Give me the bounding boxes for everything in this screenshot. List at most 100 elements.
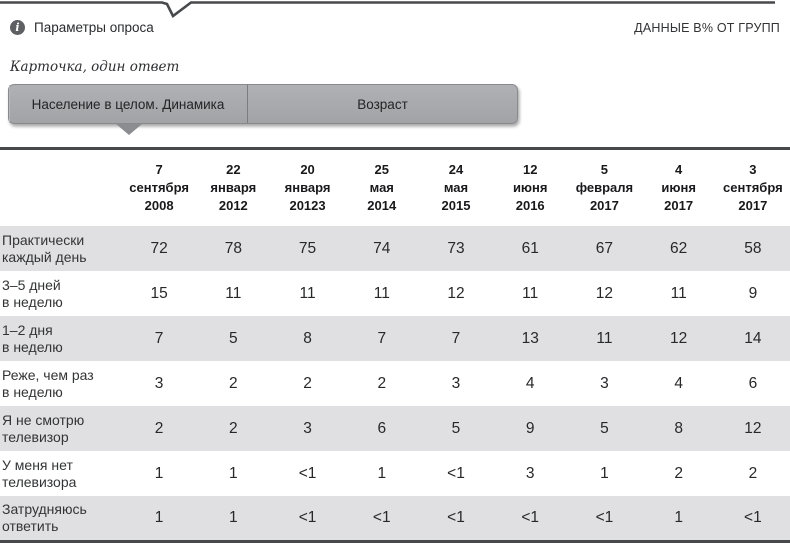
- column-header-date: 25 мая 2014: [344, 148, 419, 226]
- cell-value: 73: [447, 239, 465, 257]
- tab-population-dynamics[interactable]: Население в целом. Динамика: [9, 85, 248, 123]
- cell-value: <1: [447, 508, 465, 526]
- cell-value: <1: [298, 464, 317, 482]
- data-percent-note: ДАННЫЕ В% ОТ ГРУПП: [634, 20, 780, 35]
- cell-value: 4: [674, 374, 683, 392]
- data-table: 7 сентября 2008 22 января 2012 20 января 2…: [0, 147, 790, 543]
- cell-value: 8: [674, 419, 683, 437]
- table-head: 7 сентября 2008 22 января 2012 20 января 2…: [0, 148, 790, 226]
- table-row: У меня нет телевизора 1 1 <1 1 <1 3 1 2 2: [0, 451, 790, 496]
- column-header-date: 7 сентября 2008: [122, 148, 197, 226]
- cell-value: 62: [670, 239, 688, 257]
- callout-tail-line: [0, 1, 775, 18]
- tab-bar: Население в целом. Динамика Возраст: [8, 84, 518, 135]
- cell-value: 3: [600, 374, 609, 392]
- cell-value: 74: [373, 239, 391, 257]
- cell-value: 1: [229, 508, 238, 526]
- header-label-spacer: [0, 148, 122, 226]
- row-label: Затрудняюсь ответить: [2, 500, 87, 534]
- cell-value: 1: [154, 464, 164, 482]
- cell-value: 5: [451, 419, 461, 437]
- column-header-date: 4 июня 2017: [641, 148, 716, 226]
- cell-value: 1: [674, 508, 683, 526]
- column-header-date: 22 января 2012: [196, 148, 271, 226]
- row-label: У меня нет телевизора: [2, 456, 77, 490]
- question-hint: Карточка, один ответ: [10, 59, 180, 75]
- cell-value: 7: [451, 329, 461, 347]
- cell-value: 2: [748, 464, 758, 482]
- cell-value: 67: [595, 239, 614, 257]
- cell-value: 8: [303, 329, 312, 347]
- cell-value: 14: [744, 329, 762, 347]
- cell-value: 78: [224, 239, 242, 257]
- cell-value: 3: [525, 464, 535, 482]
- cell-value: 2: [229, 419, 238, 437]
- cell-value: 11: [225, 284, 242, 302]
- cell-value: <1: [298, 508, 317, 526]
- row-label: 3–5 дней в неделю: [2, 276, 63, 310]
- column-header-date: 24 мая 2015: [418, 148, 494, 226]
- cell-value: 2: [377, 374, 387, 392]
- cell-value: 3: [154, 374, 164, 392]
- cell-value: 3: [303, 419, 312, 437]
- cell-value: 15: [150, 284, 168, 302]
- table-body: Практически каждый день 72 78 75 74 73 61 67 62 5…: [0, 226, 790, 541]
- cell-value: 12: [744, 419, 762, 437]
- tab-age[interactable]: Возраст: [357, 96, 408, 112]
- cell-value: 58: [744, 239, 762, 257]
- cell-value: 3: [451, 374, 461, 392]
- cell-value: 11: [299, 284, 316, 302]
- cell-value: 1: [229, 464, 238, 482]
- cell-value: 12: [595, 284, 614, 302]
- table-header-row: 7 сентября 2008 22 января 2012 20 января 2…: [0, 148, 790, 226]
- cell-value: 75: [298, 239, 317, 257]
- cell-value: 12: [670, 329, 688, 347]
- cell-value: 7: [154, 329, 164, 347]
- cell-value: 9: [748, 284, 758, 302]
- cell-value: 5: [600, 419, 609, 437]
- cell-value: 2: [154, 419, 164, 437]
- cell-value: 2: [674, 464, 683, 482]
- cell-value: 6: [748, 374, 758, 392]
- row-label: Я не смотрю телевизор: [2, 411, 85, 445]
- table-row: Практически каждый день 72 78 75 74 73 61 67 62 5…: [0, 226, 790, 271]
- cell-value: 72: [150, 239, 168, 257]
- row-label: Реже, чем раз в неделю: [2, 366, 94, 400]
- cell-value: 61: [521, 239, 539, 257]
- info-icon: i: [10, 20, 25, 35]
- column-header-date: 3 сентября 2017: [715, 148, 790, 226]
- cell-value: 7: [377, 329, 387, 347]
- cell-value: 6: [377, 419, 387, 437]
- cell-value: 2: [229, 374, 238, 392]
- cell-value: <1: [372, 508, 391, 526]
- column-header-date: 5 февраля 2017: [567, 148, 642, 226]
- cell-value: 1: [154, 508, 164, 526]
- cell-value: 11: [596, 329, 613, 347]
- table-row: Я не смотрю телевизор 2 2 3 6 5 9 5 8 12: [0, 406, 790, 451]
- cell-value: 11: [670, 284, 687, 302]
- cell-value: <1: [744, 508, 762, 526]
- table-row: Реже, чем раз в неделю 3 2 2 2 3 4 3 4 6: [0, 361, 790, 406]
- survey-params-label: Параметры опроса: [34, 20, 154, 35]
- cell-value: 5: [229, 329, 238, 347]
- cell-value: 9: [525, 419, 535, 437]
- cell-value: 13: [521, 329, 539, 347]
- column-header-date: 20 января 20123: [270, 148, 345, 226]
- table-row: 3–5 дней в неделю 15 11 11 11 12 11 12 11 9: [0, 271, 790, 316]
- active-tab-pointer-icon: [116, 124, 142, 135]
- cell-value: 2: [303, 374, 312, 392]
- cell-value: <1: [595, 508, 614, 526]
- header-row: i Параметры опроса ДАННЫЕ В% ОТ ГРУПП: [10, 20, 780, 35]
- column-header-date: 12 июня 2016: [493, 148, 568, 226]
- cell-value: 1: [377, 464, 387, 482]
- cell-value: <1: [521, 508, 540, 526]
- cell-value: 11: [522, 284, 539, 302]
- cell-value: 11: [373, 284, 390, 302]
- cell-value: 1: [600, 464, 609, 482]
- cell-value: <1: [447, 464, 465, 482]
- table-row: 1–2 дня в неделю 7 5 8 7 7 13 11 12 14: [0, 316, 790, 361]
- table-row: Затрудняюсь ответить 1 1 <1 <1 <1 <1 <1 1 <1: [0, 496, 790, 541]
- cell-value: 4: [525, 374, 535, 392]
- row-label: 1–2 дня в неделю: [2, 321, 63, 355]
- row-label: Практически каждый день: [2, 231, 87, 265]
